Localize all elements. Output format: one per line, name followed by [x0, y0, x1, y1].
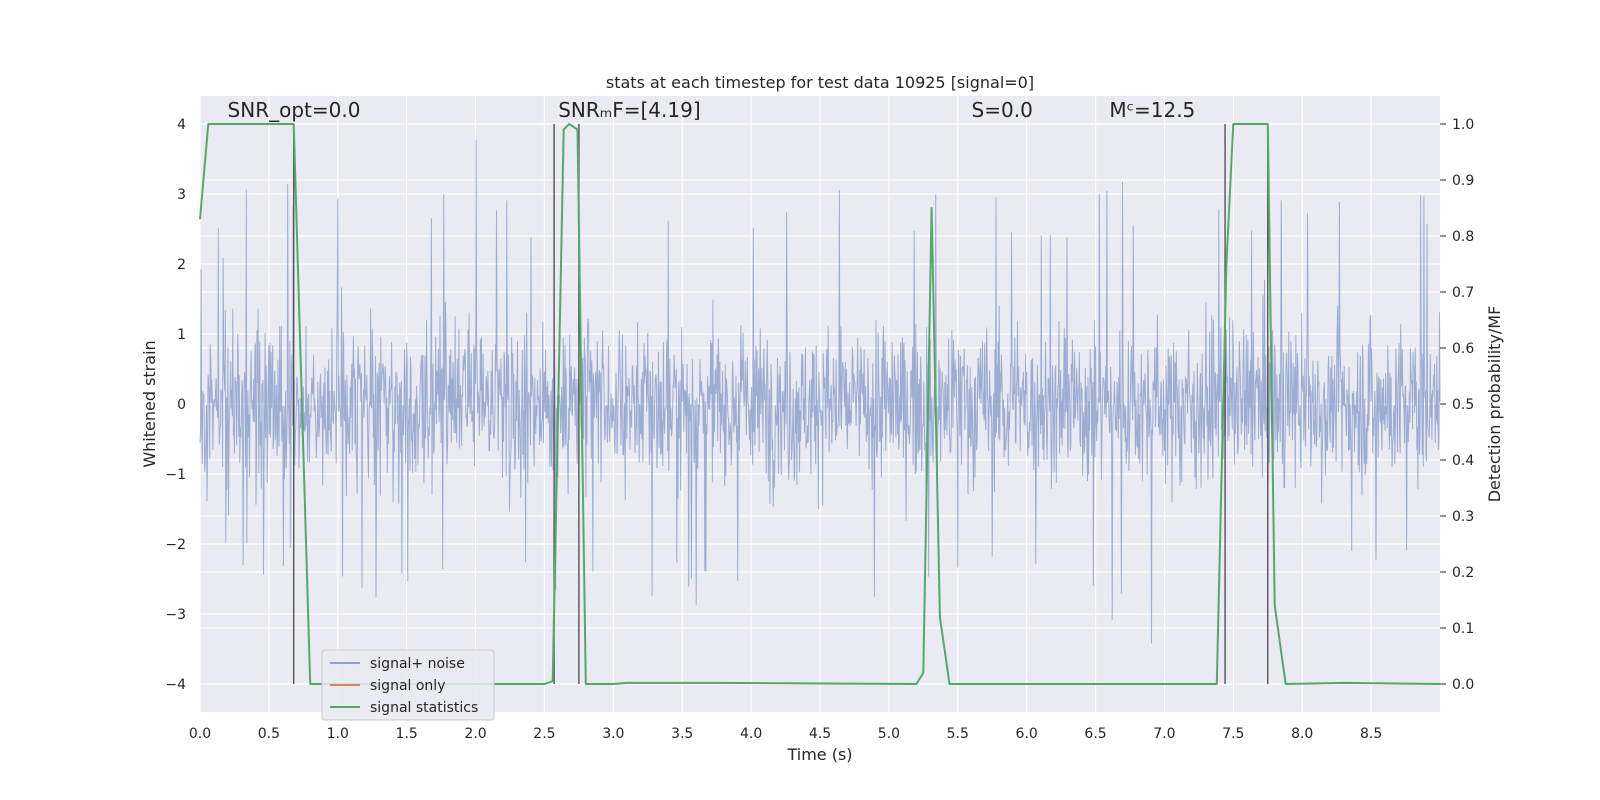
x-axis-label: Time (s): [786, 745, 852, 764]
y-right-tick-label-4: 0.4: [1452, 453, 1474, 469]
y-left-tick-label-4: 0: [177, 397, 186, 413]
x-tick-label-11: 5.5: [947, 726, 969, 742]
x-tick-label-13: 6.5: [1084, 726, 1106, 742]
y-left-tick-label-0: −4: [165, 677, 186, 693]
x-tick-label-17: 8.5: [1360, 726, 1382, 742]
y-right-tick-label-3: 0.3: [1452, 509, 1474, 525]
annotations: SNR_opt=0.0 SNRₘF=[4.19] S=0.0 Mᶜ=12.5: [228, 98, 1196, 122]
annotation-2: S=0.0: [972, 98, 1033, 122]
x-tick-label-4: 2.0: [464, 726, 486, 742]
x-tick-label-10: 5.0: [878, 726, 900, 742]
y-right-tick-label-5: 0.5: [1452, 397, 1474, 413]
legend: signal+ noise signal only signal statist…: [321, 649, 495, 721]
y-right-tick-label-9: 0.9: [1452, 173, 1474, 189]
y-right-axis-label: Detection probability/MF: [1485, 306, 1504, 503]
annotation-3: Mᶜ=12.5: [1109, 98, 1195, 122]
y-right-tick-label-10: 1.0: [1452, 117, 1474, 133]
chart-title: stats at each timestep for test data 109…: [606, 73, 1034, 92]
legend-label-signal-only: signal only: [370, 678, 445, 694]
y-left-tick-label-3: −1: [165, 467, 186, 483]
x-tick-label-5: 2.5: [533, 726, 555, 742]
x-tick-label-0: 0.0: [189, 726, 211, 742]
series-signal-statistics: [199, 123, 1441, 685]
y-left-tick-label-8: 4: [177, 117, 186, 133]
x-tick-label-6: 3.0: [602, 726, 624, 742]
x-tick-labels: 0.0 0.5 1.0 1.5 2.0 2.5 3.0 3.5 4.0 4.5 5.0 5.5 6.0 6…: [189, 726, 1382, 742]
legend-label-signal-noise: signal+ noise: [370, 656, 465, 672]
y-left-tick-label-6: 2: [177, 257, 186, 273]
y-left-tick-label-5: 1: [177, 327, 186, 343]
legend-box: [321, 649, 495, 721]
x-tick-label-8: 4.0: [740, 726, 762, 742]
y-right-tick-label-8: 0.8: [1452, 229, 1474, 245]
annotation-1: SNRₘF=[4.19]: [558, 98, 700, 122]
y-right-tick-label-6: 0.6: [1452, 341, 1474, 357]
y-left-tick-label-7: 3: [177, 187, 186, 203]
annotation-0: SNR_opt=0.0: [228, 98, 361, 122]
y-right-tick-label-7: 0.7: [1452, 285, 1474, 301]
y-right-tick-label-0: 0.0: [1452, 677, 1474, 693]
legend-label-signal-statistics: signal statistics: [370, 700, 478, 716]
y-right-tick-labels: 0.0 0.1 0.2 0.3 0.4 0.5 0.6 0.7 0.8 0.9 1.0: [1440, 117, 1474, 693]
y-right-tick-label-2: 0.2: [1452, 565, 1474, 581]
x-tick-label-14: 7.0: [1153, 726, 1175, 742]
x-tick-label-3: 1.5: [396, 726, 418, 742]
x-tick-label-1: 0.5: [258, 726, 280, 742]
strain-line: [199, 139, 1441, 644]
y-right-tick-label-1: 0.1: [1452, 621, 1474, 637]
y-left-tick-label-2: −2: [165, 537, 186, 553]
x-tick-label-7: 3.5: [671, 726, 693, 742]
x-tick-label-12: 6.0: [1016, 726, 1038, 742]
x-tick-label-16: 8.0: [1291, 726, 1313, 742]
y-left-axis-label: Whitened strain: [140, 340, 159, 467]
y-left-tick-labels: −4 −3 −2 −1 0 1 2 3 4: [165, 117, 186, 693]
x-tick-label-15: 7.5: [1222, 726, 1244, 742]
x-tick-label-2: 1.0: [327, 726, 349, 742]
x-tick-label-9: 4.5: [809, 726, 831, 742]
y-left-tick-label-1: −3: [165, 607, 186, 623]
signal-statistics-line: [199, 123, 1441, 685]
series-signal-noise: [199, 139, 1441, 644]
